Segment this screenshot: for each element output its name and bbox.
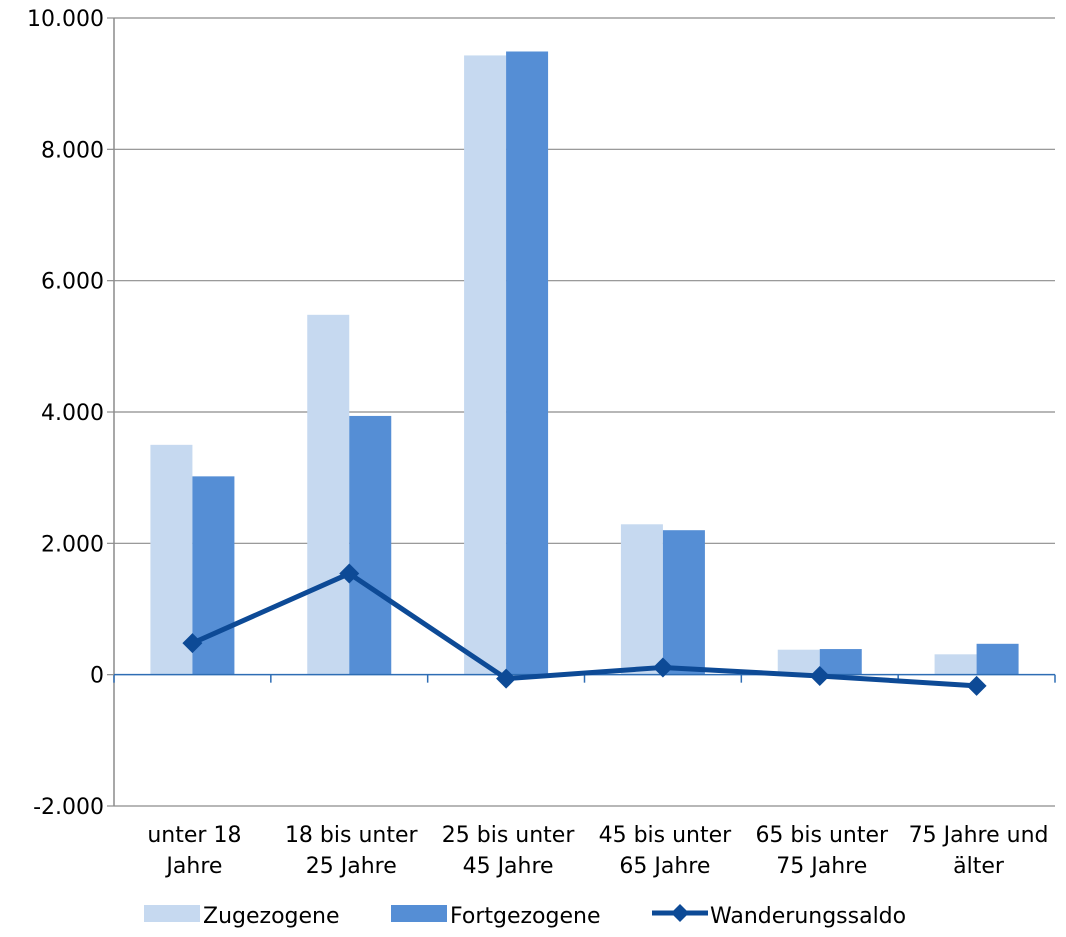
y-tick-label: 0 (90, 664, 104, 689)
y-tick-label: -2.000 (33, 795, 104, 820)
saldo-point (182, 633, 203, 654)
x-tick-labels: unter 18 Jahre 18 bis unter 25 Jahre 25 bis … (147, 823, 1048, 879)
y-tick-label: 8.000 (41, 138, 104, 163)
saldo-point (966, 675, 987, 696)
x-tick-label: 75 Jahre und älter (909, 823, 1049, 879)
saldo-point (339, 563, 360, 584)
saldo-line (182, 563, 987, 696)
bar-fortgezogene (506, 51, 549, 675)
x-tick-label: 65 bis unter 75 Jahre (755, 823, 889, 879)
y-tick-labels: -2.000 0 2.000 4.000 6.000 8.000 10.000 (27, 7, 104, 820)
bar-zugezogene (150, 444, 193, 675)
y-tick-label: 4.000 (41, 401, 104, 426)
legend: Zugezogene Fortgezogene Wanderungssaldo (144, 904, 906, 929)
x-tick-label: 25 bis unter 45 Jahre (442, 823, 576, 879)
saldo-point (809, 665, 830, 686)
bar-zugezogene (307, 314, 350, 675)
bar-fortgezogene (349, 415, 392, 675)
x-tick-label: 18 bis unter 25 Jahre (285, 823, 419, 879)
y-tick-label: 6.000 (41, 270, 104, 295)
legend-label-fortgezogene: Fortgezogene (450, 904, 601, 929)
y-tick-label: 2.000 (41, 532, 104, 557)
legend-swatch-zugezogene (144, 905, 200, 922)
y-tick-label: 10.000 (27, 7, 104, 32)
x-tick-label: 45 bis unter 65 Jahre (599, 823, 733, 879)
bar-fortgezogene (662, 530, 705, 675)
legend-swatch-marker (671, 904, 689, 922)
bar-zugezogene (620, 524, 663, 675)
bars (150, 51, 1019, 675)
bar-zugezogene (934, 654, 977, 675)
bar-fortgezogene (819, 649, 862, 675)
x-tick-label: unter 18 Jahre (147, 823, 241, 879)
bar-zugezogene (777, 649, 820, 675)
legend-swatch-fortgezogene (391, 905, 447, 922)
saldo-point (496, 668, 517, 689)
gridlines (114, 17, 1055, 807)
bar-fortgezogene (976, 643, 1019, 675)
saldo-series-line (191, 571, 977, 689)
legend-label-zugezogene: Zugezogene (203, 904, 340, 929)
legend-label-wanderungssaldo: Wanderungssaldo (710, 904, 906, 929)
bar-zugezogene (464, 55, 507, 675)
saldo-point (652, 657, 673, 678)
